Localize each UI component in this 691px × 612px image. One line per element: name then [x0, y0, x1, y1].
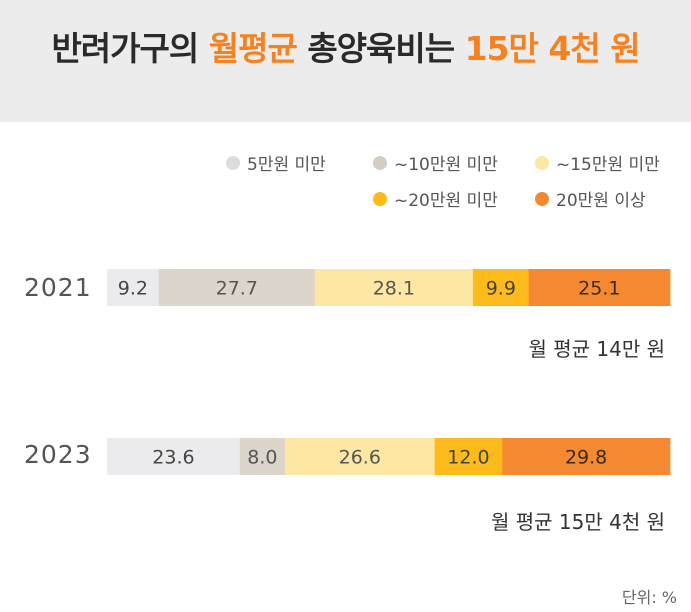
- legend-dot-under-20: [373, 191, 387, 206]
- title-part1: 반려가구의: [51, 29, 209, 68]
- bar-segment-2023-2: [284, 438, 436, 475]
- data-label-2021-2: 28.1: [373, 278, 415, 300]
- bar-segment-2023-1: [239, 438, 286, 475]
- title-band: [0, 0, 691, 122]
- legend-dot-over-20: [535, 191, 549, 206]
- annotation-2021-average: 월 평균 14만 원: [528, 337, 665, 361]
- data-label-2021-0: 9.2: [118, 278, 148, 300]
- bar-segment-2021-4: [528, 269, 671, 306]
- category-label-2023: 2023: [24, 440, 92, 469]
- category-label-2021: 2021: [24, 273, 92, 302]
- legend-label-under-20: ~20만원 미만: [394, 191, 498, 211]
- bar-segment-2023-3: [434, 438, 503, 475]
- legend-item-under-20: ~20만원 미만: [373, 186, 498, 211]
- data-label-2021-3: 9.9: [486, 278, 516, 300]
- legend-label-over-20: 20만원 이상: [556, 191, 646, 211]
- annotation-2023-average: 월 평균 15만 4천 원: [490, 510, 665, 534]
- bar-segment-2021-1: [158, 269, 316, 306]
- legend-label-under-5: 5만원 미만: [247, 155, 326, 175]
- legend-item-under-5: 5만원 미만: [226, 150, 326, 175]
- data-label-2023-4: 29.8: [565, 447, 607, 469]
- legend-item-under-15: ~15만원 미만: [535, 150, 660, 175]
- legend-dot-under-5: [226, 155, 240, 170]
- data-label-2023-0: 23.6: [152, 447, 194, 469]
- title-accent-monthly-average: 월평균: [208, 29, 298, 68]
- title-accent-amount: 15만 4천 원: [464, 29, 641, 68]
- legend-dot-under-10: [373, 155, 387, 170]
- bar-segment-2021-2: [314, 269, 474, 306]
- legend-item-under-10: ~10만원 미만: [373, 150, 498, 175]
- legend-label-under-10: ~10만원 미만: [394, 155, 498, 175]
- data-label-2023-3: 12.0: [447, 447, 489, 469]
- data-label-2021-4: 25.1: [578, 278, 620, 300]
- data-label-2023-2: 26.6: [339, 447, 381, 469]
- bar-segment-2023-4: [502, 438, 671, 475]
- legend-item-over-20: 20만원 이상: [535, 186, 646, 211]
- title-part2: 총양육비는: [296, 29, 465, 68]
- chart-title: 반려가구의 월평균 총양육비는 15만 4천 원: [0, 22, 691, 70]
- legend-label-under-15: ~15만원 미만: [556, 155, 660, 175]
- data-label-2023-1: 8.0: [247, 447, 277, 469]
- bar-segment-2021-3: [472, 269, 530, 306]
- bar-segment-2021-0: [107, 269, 160, 306]
- bar-segment-2023-0: [107, 438, 241, 475]
- unit-label: 단위: %: [621, 588, 677, 607]
- legend-dot-under-15: [535, 155, 549, 170]
- data-label-2021-1: 27.7: [216, 278, 258, 300]
